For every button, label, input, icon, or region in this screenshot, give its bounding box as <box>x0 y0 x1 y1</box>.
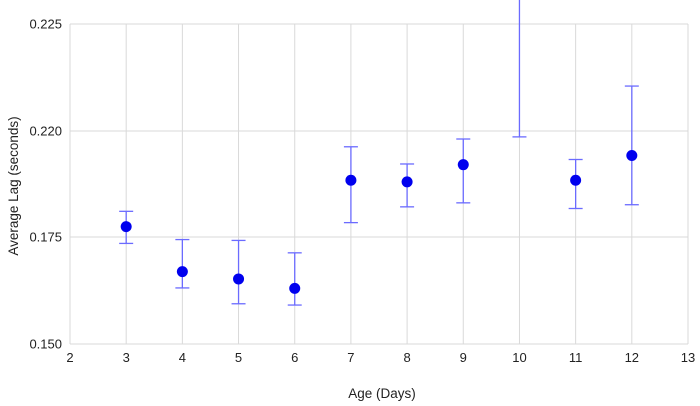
grid <box>69 23 689 345</box>
data-point <box>457 159 469 171</box>
x-axis-title: Age (Days) <box>348 386 416 401</box>
y-tick-labels: 0.150 0.175 0.220 0.225 <box>29 17 62 352</box>
y-tick-label: 0.220 <box>29 124 62 139</box>
x-tick-label: 9 <box>460 350 467 365</box>
x-tick-label: 4 <box>179 350 186 365</box>
data-point <box>233 273 245 285</box>
error-bars <box>119 0 639 306</box>
y-axis-title: Average Lag (seconds) <box>6 116 21 255</box>
x-tick-label: 6 <box>291 350 298 365</box>
data-point <box>570 174 582 186</box>
data-point <box>176 266 188 278</box>
y-tick-label: 0.150 <box>29 337 62 352</box>
data-point <box>289 282 301 294</box>
data-points <box>120 149 638 294</box>
x-tick-label: 2 <box>66 350 73 365</box>
x-tick-label: 13 <box>681 350 695 365</box>
x-tick-labels: 2 3 4 5 6 7 8 9 10 11 12 13 <box>66 350 695 365</box>
data-point <box>401 176 413 188</box>
y-tick-label: 0.225 <box>29 17 62 32</box>
data-point <box>626 149 638 161</box>
x-tick-label: 7 <box>347 350 354 365</box>
data-point <box>345 174 357 186</box>
data-point <box>120 221 132 233</box>
x-tick-label: 11 <box>569 350 583 365</box>
y-tick-label: 0.175 <box>29 230 62 245</box>
x-tick-label: 5 <box>235 350 242 365</box>
x-tick-label: 12 <box>625 350 639 365</box>
x-tick-label: 3 <box>123 350 130 365</box>
x-tick-label: 10 <box>512 350 526 365</box>
x-tick-label: 8 <box>403 350 410 365</box>
